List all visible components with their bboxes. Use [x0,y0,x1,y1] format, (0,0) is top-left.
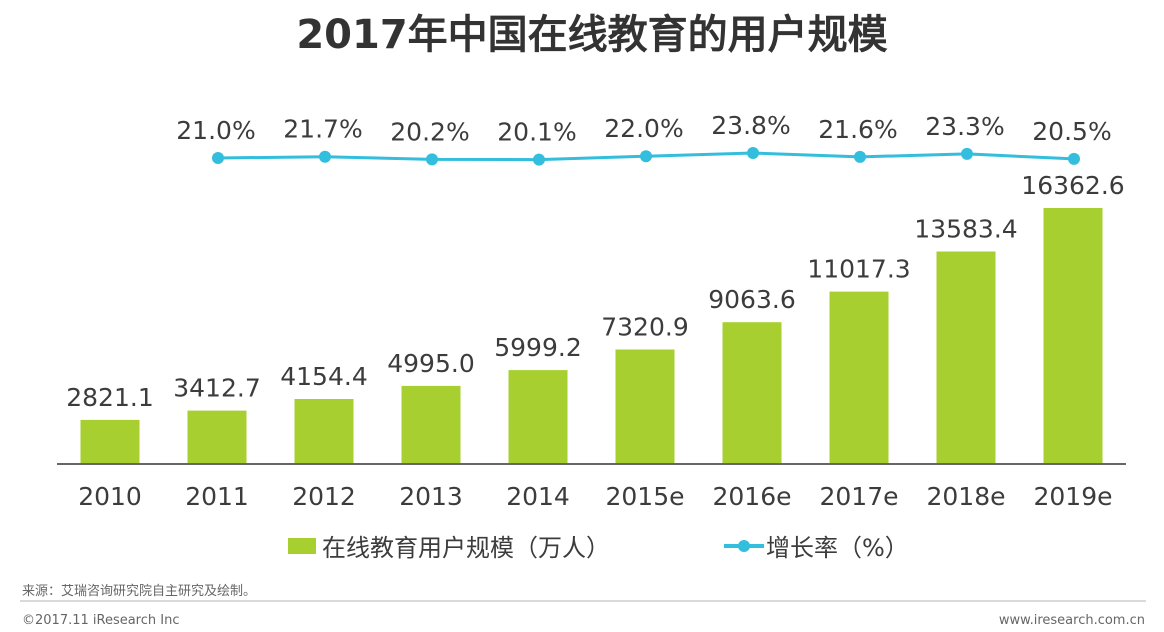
x-tick-2016e: 2016e [712,482,791,511]
growth-rate-label-2011: 21.0% [176,116,255,145]
chart-title: 2017年中国在线教育的用户规模 [296,12,887,58]
growth-rate-labels: 21.0% 21.7% 20.2% 20.1% 22.0% 23.8% 21.6% 23.3%… [176,111,1111,147]
x-tick-2014: 2014 [506,482,570,511]
bar-2011 [187,410,247,464]
growth-rate-point-2015e [640,150,652,163]
growth-rate-label-2012: 21.7% [283,115,362,144]
legend-bar-swatch [288,538,316,554]
bar-2014 [508,370,568,464]
x-tick-2019e: 2019e [1033,482,1112,511]
legend-line-label: 增长率（%） [766,534,909,562]
legend-bar-label: 在线教育用户规模（万人） [322,534,610,562]
bar-value-label-2018e: 13583.4 [914,215,1017,244]
growth-rate-point-2019e [1068,152,1080,165]
x-tick-2015e: 2015e [605,482,684,511]
bar-value-label-2019e: 16362.6 [1021,171,1124,200]
bar-value-label-2013: 4995.0 [387,349,474,378]
bar-2010 [80,419,140,464]
bar-value-label-2011: 3412.7 [173,374,260,403]
growth-rate-series [212,147,1080,166]
bar-2015e [615,349,675,464]
growth-rate-label-2015e: 22.0% [604,114,683,143]
growth-rate-label-2013: 20.2% [390,117,469,146]
growth-rate-label-2014: 20.1% [497,118,576,147]
x-tick-2013: 2013 [399,482,463,511]
bar-value-label-2010: 2821.1 [66,383,153,412]
growth-rate-point-2014 [533,153,545,166]
bar-labels: 2821.1 3412.7 4154.4 4995.0 5999.2 7320.9 9063… [66,171,1124,412]
x-tick-2011: 2011 [185,482,249,511]
source-note: 来源：艾瑞咨询研究院自主研究及绘制。 [22,584,256,599]
growth-rate-point-2013 [426,153,438,166]
bar-2019e [1043,208,1103,464]
growth-rate-point-2017e [854,150,866,163]
x-tick-2017e: 2017e [819,482,898,511]
x-tick-2010: 2010 [78,482,142,511]
growth-rate-point-2016e [747,147,759,159]
bar-2013 [401,385,461,464]
legend-line-marker [738,540,750,552]
growth-rate-label-2019e: 20.5% [1032,117,1111,146]
bar-2018e [936,251,996,464]
growth-rate-point-2018e [961,147,973,160]
growth-rate-point-2011 [212,152,224,164]
bar-series [80,208,1103,464]
bar-2012 [294,399,354,464]
x-tick-2018e: 2018e [926,482,1005,511]
bar-value-label-2012: 4154.4 [280,362,367,391]
chart-legend: 在线教育用户规模（万人） 增长率（%） [288,534,909,562]
bar-value-label-2015e: 7320.9 [601,313,688,342]
bar-2016e [722,322,782,464]
bar-value-label-2014: 5999.2 [494,333,581,362]
bar-value-label-2017e: 11017.3 [807,255,910,284]
bar-2017e [829,291,889,464]
x-axis-tick-labels: 2010 2011 2012 2013 2014 2015e 2016e 2017e 2018e… [78,482,1112,511]
growth-rate-label-2018e: 23.3% [925,112,1004,141]
growth-rate-label-2016e: 23.8% [711,111,790,140]
x-tick-2012: 2012 [292,482,356,511]
website-text: www.iresearch.com.cn [999,613,1145,628]
copyright-text: ©2017.11 iResearch Inc [22,613,180,628]
growth-rate-label-2017e: 21.6% [818,115,897,144]
growth-rate-point-2012 [319,150,331,163]
bar-value-label-2016e: 9063.6 [708,285,795,314]
